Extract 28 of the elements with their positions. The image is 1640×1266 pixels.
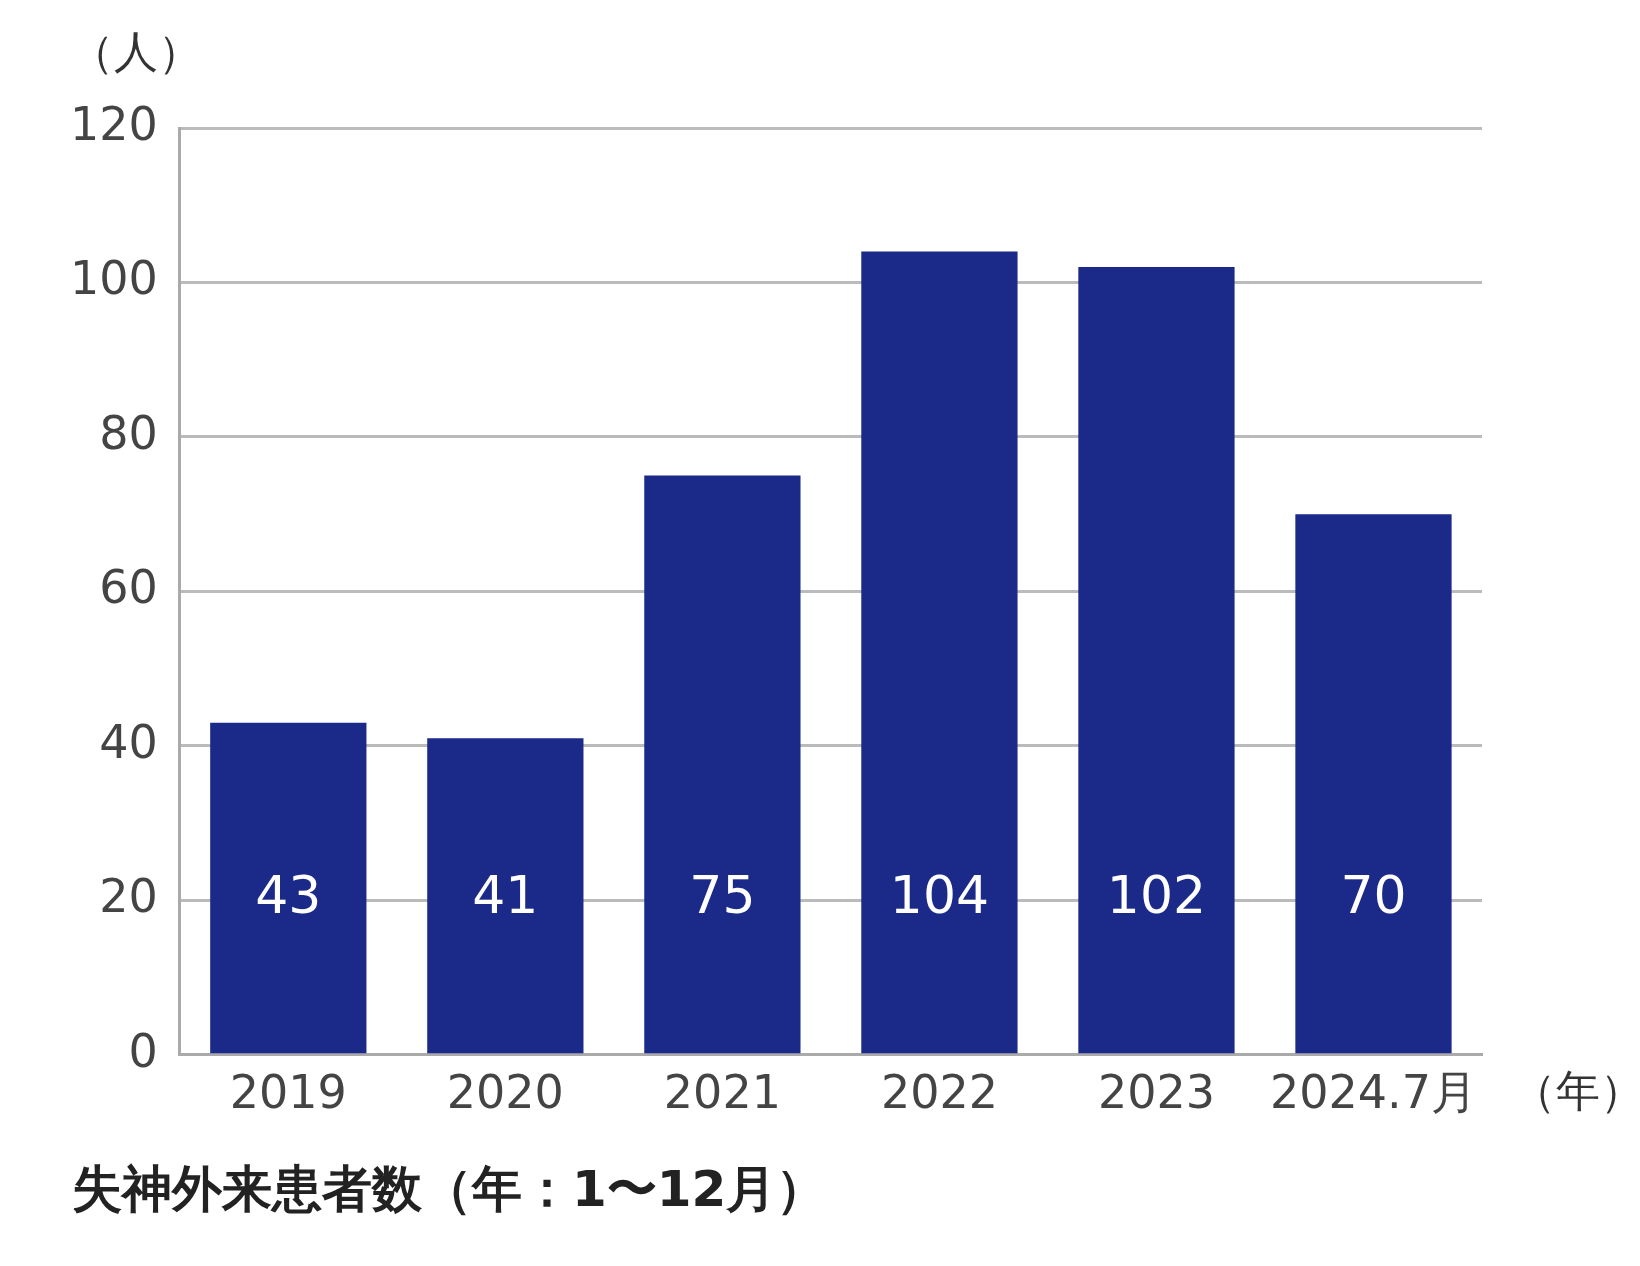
data-label: 41 — [472, 865, 539, 926]
data-label: 104 — [889, 865, 990, 926]
y-tick-label: 40 — [99, 714, 158, 769]
x-tick-label: 2020 — [446, 1065, 564, 1120]
x-tick-label: 2021 — [663, 1065, 781, 1120]
data-label: 43 — [255, 865, 322, 926]
text: 失神外来患者数（年：1〜12月） — [72, 1159, 828, 1220]
data-label: 70 — [1340, 865, 1407, 926]
x-axis-title: （年） — [1512, 1065, 1640, 1117]
x-tick-label: 2019 — [229, 1065, 347, 1120]
x-tick-label: 2022 — [880, 1065, 998, 1120]
y-tick-label: 100 — [69, 251, 158, 306]
y-tick-label: 0 — [128, 1023, 158, 1078]
bar — [210, 722, 367, 1054]
bar — [427, 738, 584, 1054]
data-label: 75 — [689, 865, 756, 926]
y-tick-label: 60 — [99, 560, 158, 615]
bar — [861, 251, 1018, 1054]
y-tick-label: 120 — [69, 96, 158, 151]
x-tick-label: 2023 — [1097, 1065, 1215, 1120]
bar — [1295, 514, 1452, 1054]
bar — [1078, 267, 1235, 1054]
data-label: 102 — [1106, 865, 1207, 926]
y-tick-label: 80 — [99, 405, 158, 460]
bar — [644, 475, 801, 1054]
y-tick-label: 20 — [99, 869, 158, 924]
x-tick-label: 2024.7月 — [1270, 1065, 1477, 1120]
y-axis-title: （人） — [70, 26, 202, 78]
